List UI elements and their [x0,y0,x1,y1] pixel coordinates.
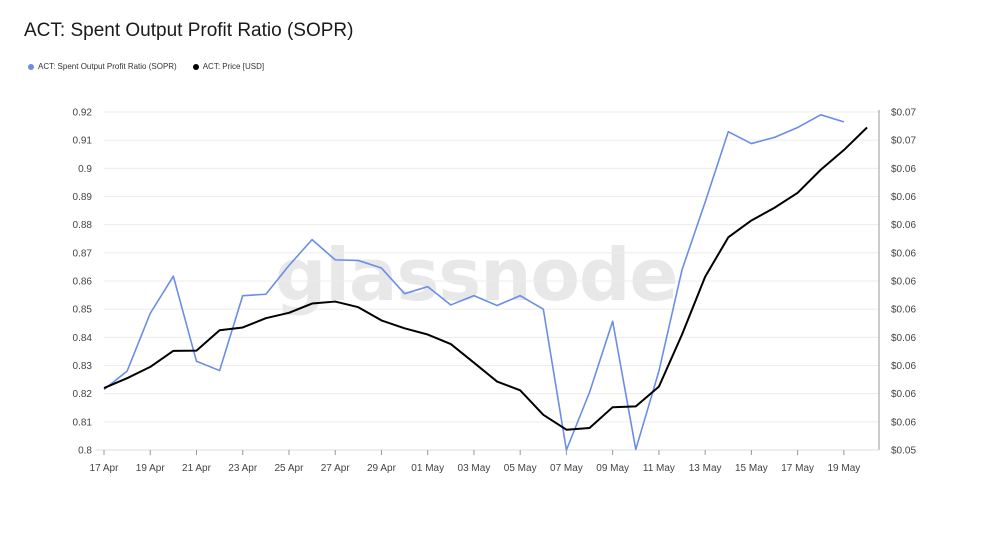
chart-title: ACT: Spent Output Profit Ratio (SOPR) [24,20,354,41]
y-right-tick-label: $0.06 [891,333,916,344]
x-tick-label: 23 Apr [228,463,258,474]
legend-dot-sopr [28,63,34,70]
x-tick-label: 17 May [781,463,814,474]
x-tick-label: 27 Apr [321,463,351,474]
y-left-tick-label: 0.81 [73,417,93,428]
y-left-tick-label: 0.84 [73,333,93,344]
y-right-tick-label: $0.06 [891,164,916,175]
x-tick-label: 11 May [643,463,675,474]
y-right-tick-label: $0.06 [891,389,916,400]
y-right-tick-label: $0.06 [891,248,916,259]
price-series-line [103,126,868,431]
x-tick-label: 03 May [458,463,491,474]
x-tick-label: 13 May [689,463,722,474]
y-left-tick-label: 0.91 [73,136,93,147]
y-left-tick-label: 0.92 [73,108,93,119]
x-tick-label: 07 May [550,463,583,474]
y-left-tick-label: 0.86 [73,277,93,288]
y-right-tick-label: $0.06 [891,220,916,231]
y-left-tick-label: 0.83 [73,361,93,372]
legend-dot-price [192,63,199,70]
legend-item-price[interactable]: ACT: Price [USD] [192,62,265,71]
y-right-tick-label: $0.06 [891,305,916,316]
y-right-tick-label: $0.07 [891,108,916,119]
y-right-tick-label: $0.05 [891,446,916,457]
legend-item-sopr[interactable]: ACT: Spent Output Profit Ratio (SOPR) [28,62,177,71]
y-right-tick-label: $0.06 [891,277,916,288]
y-right-tick-label: $0.06 [891,361,916,372]
y-right-tick-label: $0.07 [891,136,916,147]
legend-label-sopr: ACT: Spent Output Profit Ratio (SOPR) [38,62,177,71]
x-tick-label: 09 May [596,463,629,474]
x-tick-label: 01 May [411,463,444,474]
watermark: glassnode [275,233,678,317]
x-tick-label: 05 May [504,463,537,474]
y-left-tick-label: 0.85 [73,305,93,316]
y-left-tick-label: 0.88 [73,220,93,231]
y-right-tick-label: $0.06 [891,417,916,428]
y-right-tick-label: $0.06 [891,192,916,203]
x-tick-label: 15 May [735,463,768,474]
y-left-tick-label: 0.9 [78,164,92,175]
x-tick-label: 25 Apr [275,463,305,474]
x-tick-label: 17 Apr [90,463,120,474]
y-left-tick-label: 0.87 [73,248,93,259]
x-tick-label: 29 Apr [367,463,397,474]
legend: ACT: Spent Output Profit Ratio (SOPR) AC… [28,62,264,71]
x-tick-label: 21 Apr [182,463,212,474]
y-left-tick-label: 0.8 [78,446,92,457]
sopr-series-line [103,114,845,451]
x-tick-label: 19 May [827,463,860,474]
y-left-tick-label: 0.82 [73,389,93,400]
y-left-tick-label: 0.89 [73,192,93,203]
legend-label-price: ACT: Price [USD] [202,62,265,71]
x-tick-label: 19 Apr [136,463,166,474]
